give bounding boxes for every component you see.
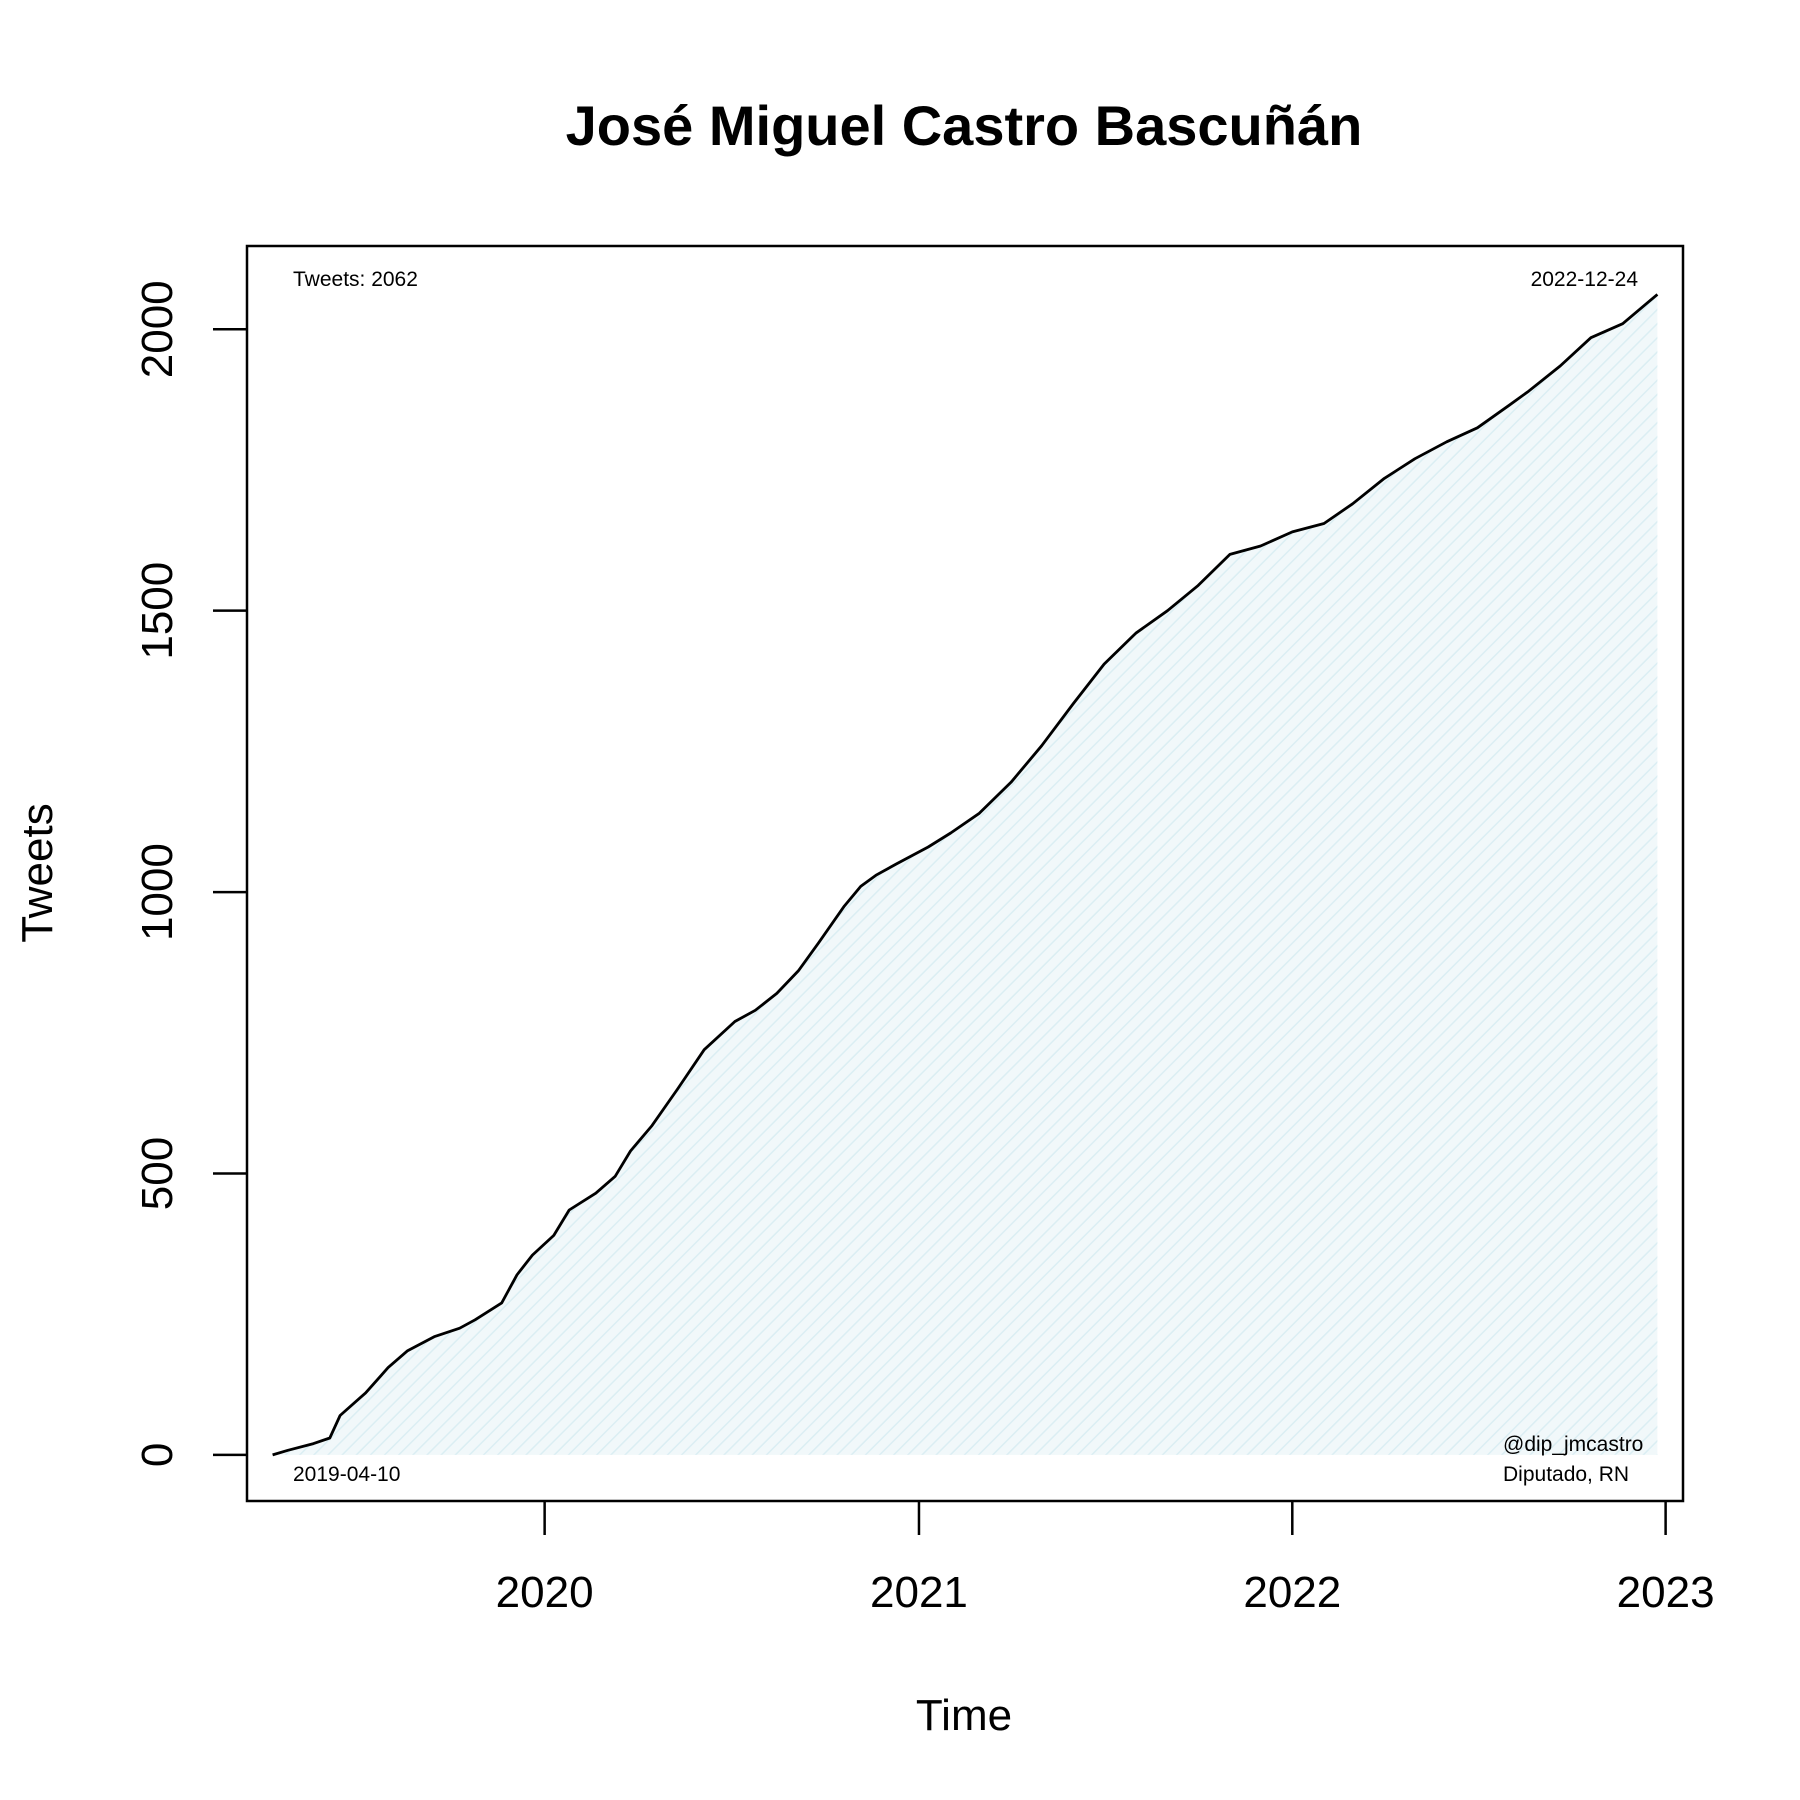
- handle-annotation: @dip_jmcastro: [1503, 1433, 1643, 1456]
- x-axis-label: Time: [916, 1691, 1012, 1740]
- series-line: [272, 293, 1659, 1457]
- y-tick-label: 500: [133, 1137, 182, 1210]
- chart-title: José Miguel Castro Bascuñán: [566, 94, 1363, 157]
- y-tick-label: 1000: [133, 843, 182, 941]
- x-tick-label: 2020: [496, 1568, 594, 1617]
- x-tick-label: 2021: [870, 1568, 968, 1617]
- y-axis-label: Tweets: [13, 803, 62, 942]
- x-tick-label: 2022: [1243, 1568, 1341, 1617]
- y-tick-label: 1500: [133, 562, 182, 660]
- y-axis: 0 500 1000 1500 2000: [133, 280, 247, 1467]
- x-tick-label: 2023: [1617, 1568, 1715, 1617]
- y-tick-label: 2000: [133, 280, 182, 378]
- x-axis: 2020 2021 2022 2023: [496, 1501, 1715, 1617]
- plot-area: [272, 293, 1659, 1457]
- end-date-annotation: 2022-12-24: [1531, 268, 1639, 291]
- start-date-annotation: 2019-04-10: [293, 1463, 400, 1486]
- role-annotation: Diputado, RN: [1503, 1463, 1629, 1486]
- tweet-count-annotation: Tweets: 2062: [293, 268, 418, 291]
- plot-frame: [245, 244, 1685, 1503]
- series-area-fill: [272, 294, 1658, 1455]
- y-tick-label: 0: [133, 1443, 182, 1467]
